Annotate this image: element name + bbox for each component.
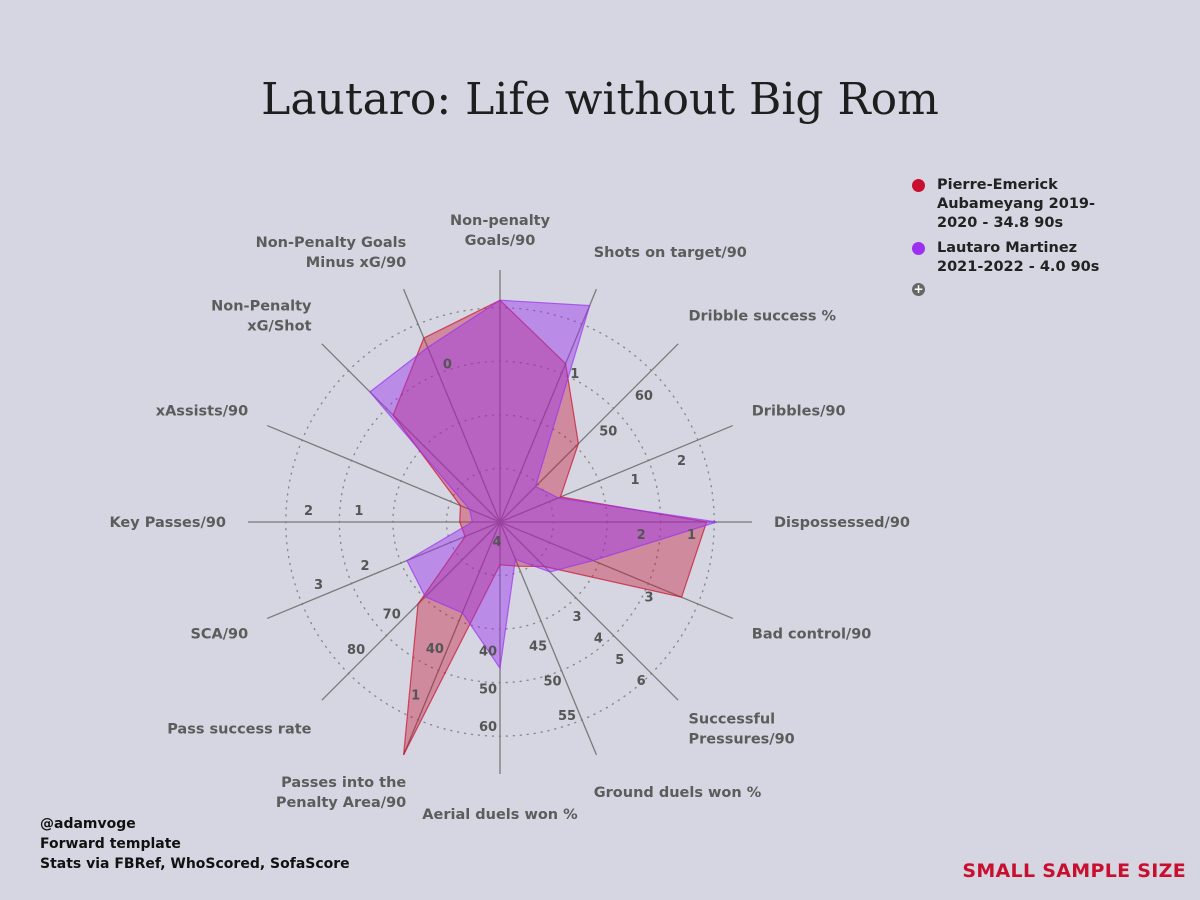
tick-label: 60 bbox=[479, 720, 497, 735]
center-tick-label: 4 bbox=[492, 535, 501, 550]
legend-dot bbox=[912, 179, 925, 192]
tick-label: 1 bbox=[687, 528, 696, 543]
tick-label: 40 bbox=[479, 645, 497, 660]
tick-label: 3 bbox=[314, 578, 323, 593]
tick-label: 6 bbox=[637, 674, 646, 689]
series-area-0 bbox=[392, 299, 708, 756]
tick-label: 1 bbox=[354, 504, 363, 519]
axis-label-12: Key Passes/90 bbox=[109, 515, 226, 531]
axis-label-6: Successful Pressures/90 bbox=[688, 711, 794, 747]
series-area-1 bbox=[369, 299, 717, 670]
axis-label-7: Ground duels won % bbox=[594, 785, 762, 801]
tick-label: 1 bbox=[570, 367, 579, 382]
tick-label: 0 bbox=[443, 358, 452, 373]
axis-label-13: xAssists/90 bbox=[156, 403, 248, 419]
tick-label: 5 bbox=[615, 653, 624, 668]
axis-line-1 bbox=[499, 288, 598, 523]
tick-label: 1 bbox=[630, 473, 639, 488]
axis-line-2 bbox=[499, 343, 679, 523]
tick-label: 1 bbox=[411, 688, 420, 703]
axis-line-11 bbox=[266, 521, 501, 620]
plus-circle-icon[interactable]: + bbox=[912, 282, 925, 296]
axis-label-3: Dribbles/90 bbox=[752, 403, 846, 419]
legend-item-aubameyang[interactable]: Pierre-Emerick Aubameyang 2019-2020 - 34… bbox=[912, 176, 1112, 233]
tick-label: 50 bbox=[479, 682, 497, 697]
tick-label: 3 bbox=[645, 591, 654, 606]
tick-label: 2 bbox=[677, 454, 686, 469]
legend-dot bbox=[912, 242, 925, 255]
axis-line-14 bbox=[321, 343, 501, 523]
axis-label-9: Passes into the Penalty Area/90 bbox=[276, 775, 407, 811]
axis-label-4: Dispossessed/90 bbox=[774, 515, 910, 531]
sources-note: Stats via FBRef, WhoScored, SofaScore bbox=[40, 856, 350, 872]
tick-label: 2 bbox=[637, 528, 646, 543]
tick-label: 4 bbox=[594, 631, 603, 646]
legend: Pierre-Emerick Aubameyang 2019-2020 - 34… bbox=[912, 176, 1112, 302]
tick-label: 50 bbox=[599, 425, 617, 440]
axis-label-10: Pass success rate bbox=[167, 721, 311, 737]
axis-line-6 bbox=[499, 521, 679, 701]
axis-line-3 bbox=[499, 424, 734, 523]
credits: @adamvoge Forward template Stats via FBR… bbox=[40, 814, 350, 874]
legend-label: Lautaro Martinez 2021-2022 - 4.0 90s bbox=[937, 240, 1100, 275]
axis-label-14: Non-Penalty xG/Shot bbox=[211, 299, 312, 335]
axis-line-9 bbox=[402, 521, 501, 756]
tick-label: 70 bbox=[383, 607, 401, 622]
axis-line-13 bbox=[266, 424, 501, 523]
axis-line-5 bbox=[499, 521, 734, 620]
axis-label-1: Shots on target/90 bbox=[594, 245, 747, 261]
axis-line-15 bbox=[402, 288, 501, 523]
axis-label-2: Dribble success % bbox=[688, 309, 836, 325]
tick-label: 80 bbox=[347, 643, 365, 658]
axis-line-10 bbox=[321, 521, 501, 701]
axis-line-7 bbox=[499, 521, 598, 756]
tick-label: 3 bbox=[573, 610, 582, 625]
chart-title: Lautaro: Life without Big Rom bbox=[261, 74, 939, 125]
legend-label: Pierre-Emerick Aubameyang 2019-2020 - 34… bbox=[937, 177, 1096, 231]
tick-label: 50 bbox=[544, 674, 562, 689]
tick-label: 2 bbox=[361, 559, 370, 574]
template-note: Forward template bbox=[40, 836, 181, 852]
tick-label: 2 bbox=[304, 504, 313, 519]
legend-item-lautaro[interactable]: Lautaro Martinez 2021-2022 - 4.0 90s bbox=[912, 239, 1112, 277]
axis-label-15: Non-Penalty Goals Minus xG/90 bbox=[256, 235, 407, 271]
axis-label-5: Bad control/90 bbox=[752, 627, 872, 643]
axis-label-8: Aerial duels won % bbox=[422, 807, 578, 823]
tick-label: 55 bbox=[558, 709, 576, 724]
tick-label: 45 bbox=[529, 639, 547, 654]
tick-label: 40 bbox=[426, 642, 444, 657]
tick-label: 60 bbox=[635, 389, 653, 404]
axis-label-0: Non-penalty Goals/90 bbox=[450, 213, 551, 249]
axis-label-11: SCA/90 bbox=[190, 627, 248, 643]
author-handle: @adamvoge bbox=[40, 816, 136, 832]
sample-size-warning: SMALL SAMPLE SIZE bbox=[962, 860, 1186, 882]
